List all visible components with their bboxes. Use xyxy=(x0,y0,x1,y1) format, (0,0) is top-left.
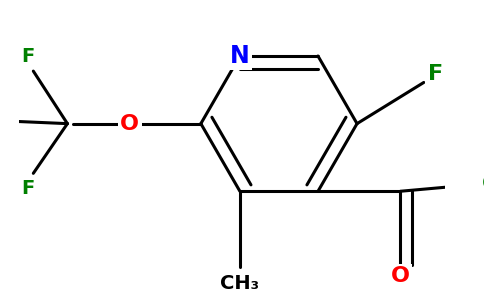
Text: CH₃: CH₃ xyxy=(220,274,259,293)
Text: F: F xyxy=(21,47,34,66)
Text: F: F xyxy=(427,64,443,84)
Text: F: F xyxy=(21,179,34,198)
Text: N: N xyxy=(230,44,250,68)
Text: O: O xyxy=(391,266,410,286)
Text: Cl: Cl xyxy=(482,174,484,194)
Text: O: O xyxy=(121,114,139,134)
